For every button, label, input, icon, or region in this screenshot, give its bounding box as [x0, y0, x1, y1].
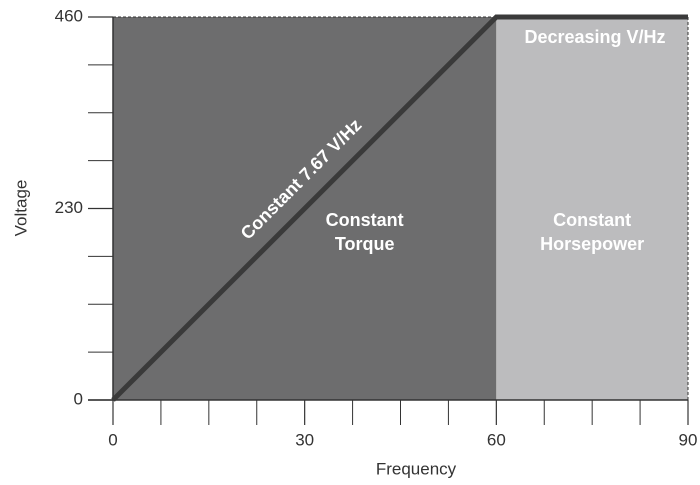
- region-label: Horsepower: [540, 234, 644, 254]
- x-tick-label: 90: [679, 430, 698, 449]
- x-tick-label: 60: [487, 430, 506, 449]
- region-label: Constant: [326, 210, 404, 230]
- y-tick-label: 460: [55, 6, 83, 25]
- voltage-line: [111, 14, 688, 402]
- region-label: Constant: [553, 210, 631, 230]
- y-axis-label: Voltage: [11, 180, 30, 237]
- x-tick-label: 30: [295, 430, 314, 449]
- region-label: Torque: [335, 234, 395, 254]
- y-tick-label: 230: [55, 198, 83, 217]
- top-annotation: Decreasing V/Hz: [524, 27, 665, 47]
- y-tick-label: 0: [74, 389, 83, 408]
- x-tick-label: 0: [108, 430, 117, 449]
- x-axis-label: Frequency: [376, 459, 457, 478]
- region: [496, 17, 688, 400]
